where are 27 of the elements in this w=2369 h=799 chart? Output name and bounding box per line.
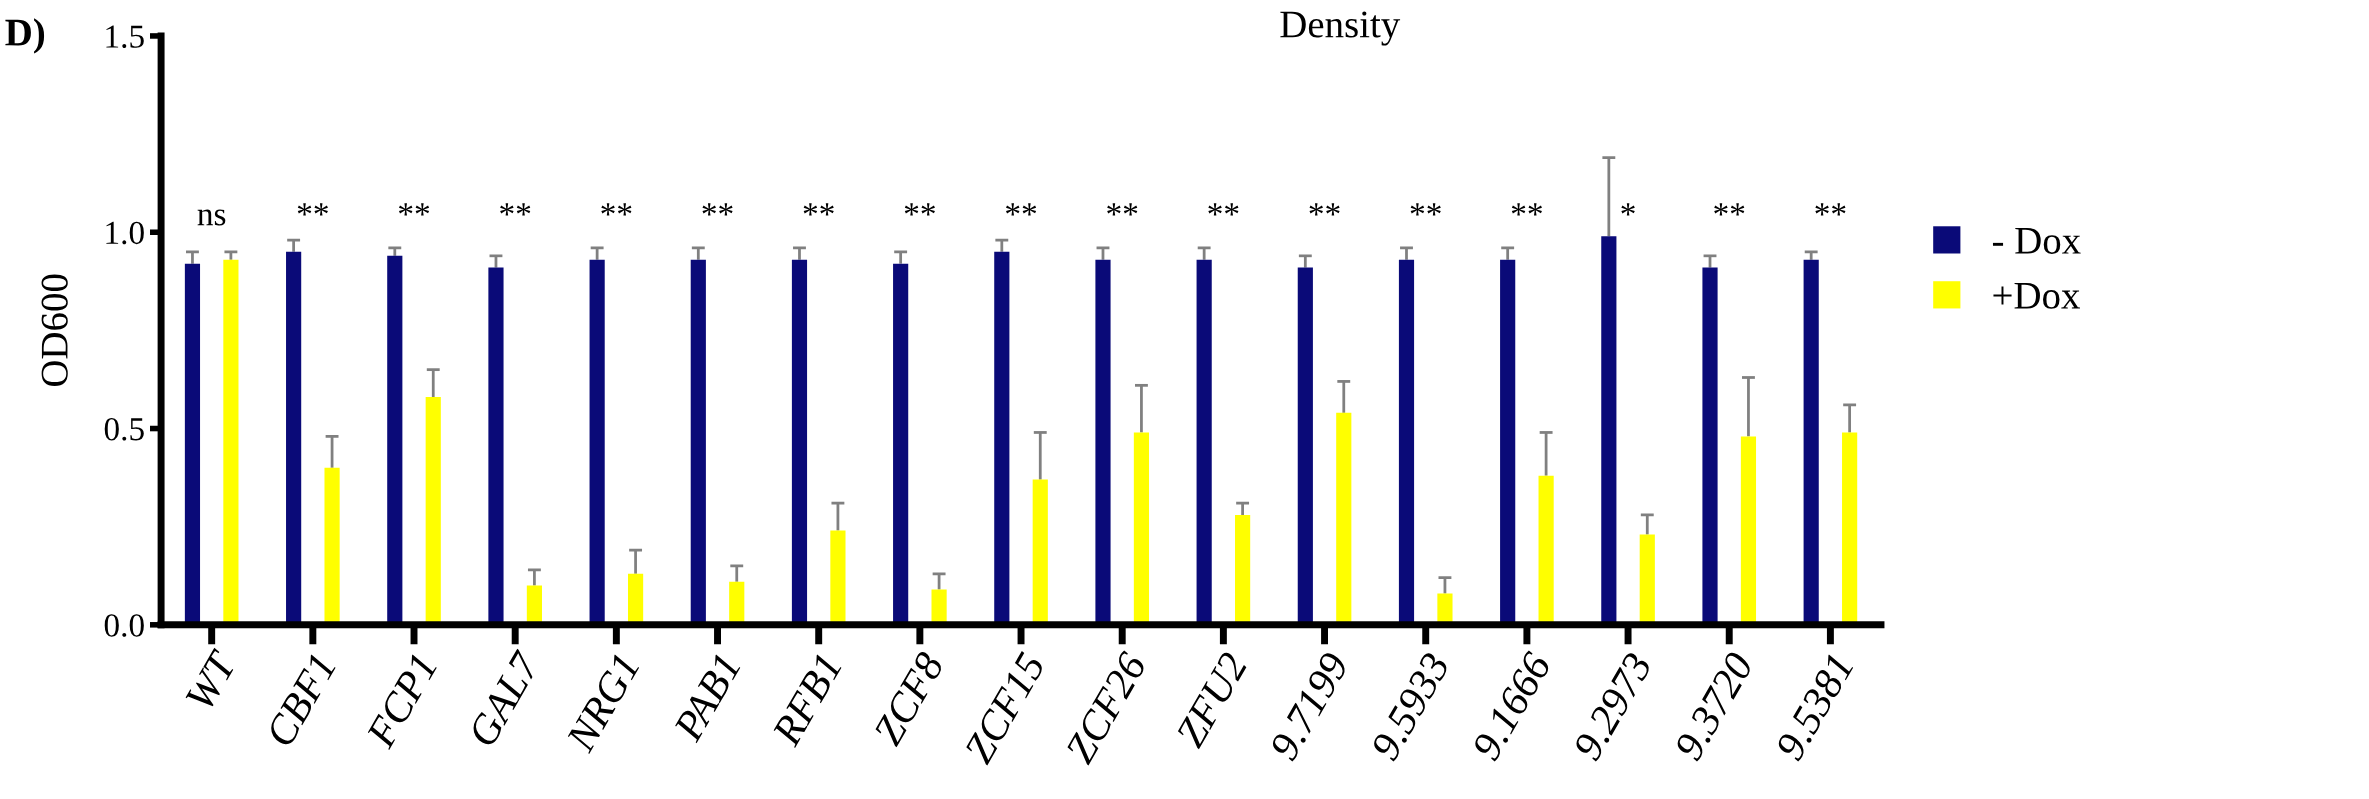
annotation: ** <box>1410 203 1441 216</box>
y-tick-label: 1.5 <box>106 25 144 48</box>
annotation: ** <box>702 203 733 216</box>
y-tick-label: 1.0 <box>106 221 144 245</box>
annotation: ** <box>1107 203 1138 216</box>
annotation: Density <box>1280 11 1401 46</box>
annotation: ** <box>1208 203 1239 216</box>
annotation: ** <box>601 203 632 216</box>
annotation: ** <box>803 203 834 216</box>
annotation: ** <box>1815 203 1846 216</box>
annotation: ** <box>398 203 430 216</box>
annotation: ** <box>1714 203 1745 216</box>
annotation: ** <box>297 203 328 216</box>
annotation: ** <box>1309 203 1340 216</box>
legend-label: - Dox <box>1992 228 2081 254</box>
y-tick-label: 0.0 <box>104 614 144 637</box>
annotation: ** <box>500 203 531 216</box>
x-tick-label: WT <box>185 647 239 712</box>
y-axis-title: OD600 <box>41 274 68 387</box>
annotation: ** <box>1006 203 1037 216</box>
annotation: ns <box>197 209 226 226</box>
annotation: ** <box>904 203 935 216</box>
annotation: ** <box>1511 203 1542 216</box>
y-tick-label: 0.5 <box>104 417 144 441</box>
legend-label: +Dox <box>1993 282 2080 309</box>
text: D) <box>5 18 45 54</box>
annotation: * <box>1621 203 1635 216</box>
